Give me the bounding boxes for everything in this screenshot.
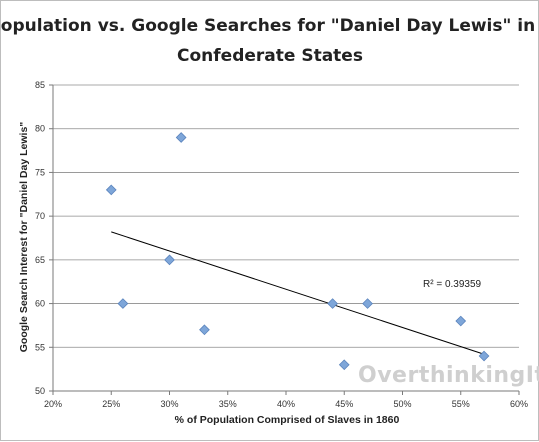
y-tick-label: 70 <box>35 211 45 221</box>
data-point <box>327 298 338 309</box>
x-tick-label: 35% <box>219 399 237 409</box>
data-point <box>338 359 350 371</box>
gridlines <box>53 84 519 348</box>
data-point <box>105 184 117 196</box>
y-tick-label: 65 <box>35 255 45 265</box>
axes <box>49 84 520 395</box>
x-tick-label: 55% <box>452 399 470 409</box>
y-tick-label: 50 <box>35 386 45 396</box>
y-tick-label: 85 <box>35 80 45 90</box>
chart-title-line-1: Slave Population vs. Google Searches for… <box>1 16 539 36</box>
y-tick-label: 80 <box>35 124 45 134</box>
x-tick-label: 40% <box>277 399 295 409</box>
data-point <box>117 298 129 309</box>
data-point <box>455 315 467 327</box>
chart-title-line-2: Confederate States <box>177 46 363 66</box>
tick-labels: 50 55 60 65 70 75 80 85 20% 25% 30% 35% 40% 45% 50% 55%… <box>35 80 528 409</box>
data-point <box>362 298 373 309</box>
data-point <box>478 350 490 362</box>
y-tick-label: 55 <box>35 342 45 352</box>
y-axis-title: Google Search Interest for "Daniel Day L… <box>18 122 30 353</box>
x-tick-label: 20% <box>44 399 62 409</box>
data-point <box>164 254 175 266</box>
x-tick-label: 45% <box>335 399 353 409</box>
x-tick-label: 60% <box>510 399 528 409</box>
x-axis-title: % of Population Comprised of Slaves in 1… <box>175 414 400 426</box>
watermark: OverthinkingIt.com <box>358 363 539 388</box>
trendline-group <box>111 231 485 355</box>
data-point <box>199 324 210 336</box>
r-squared-annotation: R² = 0.39359 <box>423 279 482 290</box>
y-tick-label: 75 <box>35 167 45 177</box>
data-point <box>175 132 187 143</box>
y-tick-label: 60 <box>35 299 45 309</box>
data-points <box>105 132 490 371</box>
x-tick-label: 25% <box>102 399 120 409</box>
trendline <box>111 231 485 355</box>
x-tick-label: 50% <box>393 399 411 409</box>
x-tick-label: 30% <box>160 399 178 409</box>
